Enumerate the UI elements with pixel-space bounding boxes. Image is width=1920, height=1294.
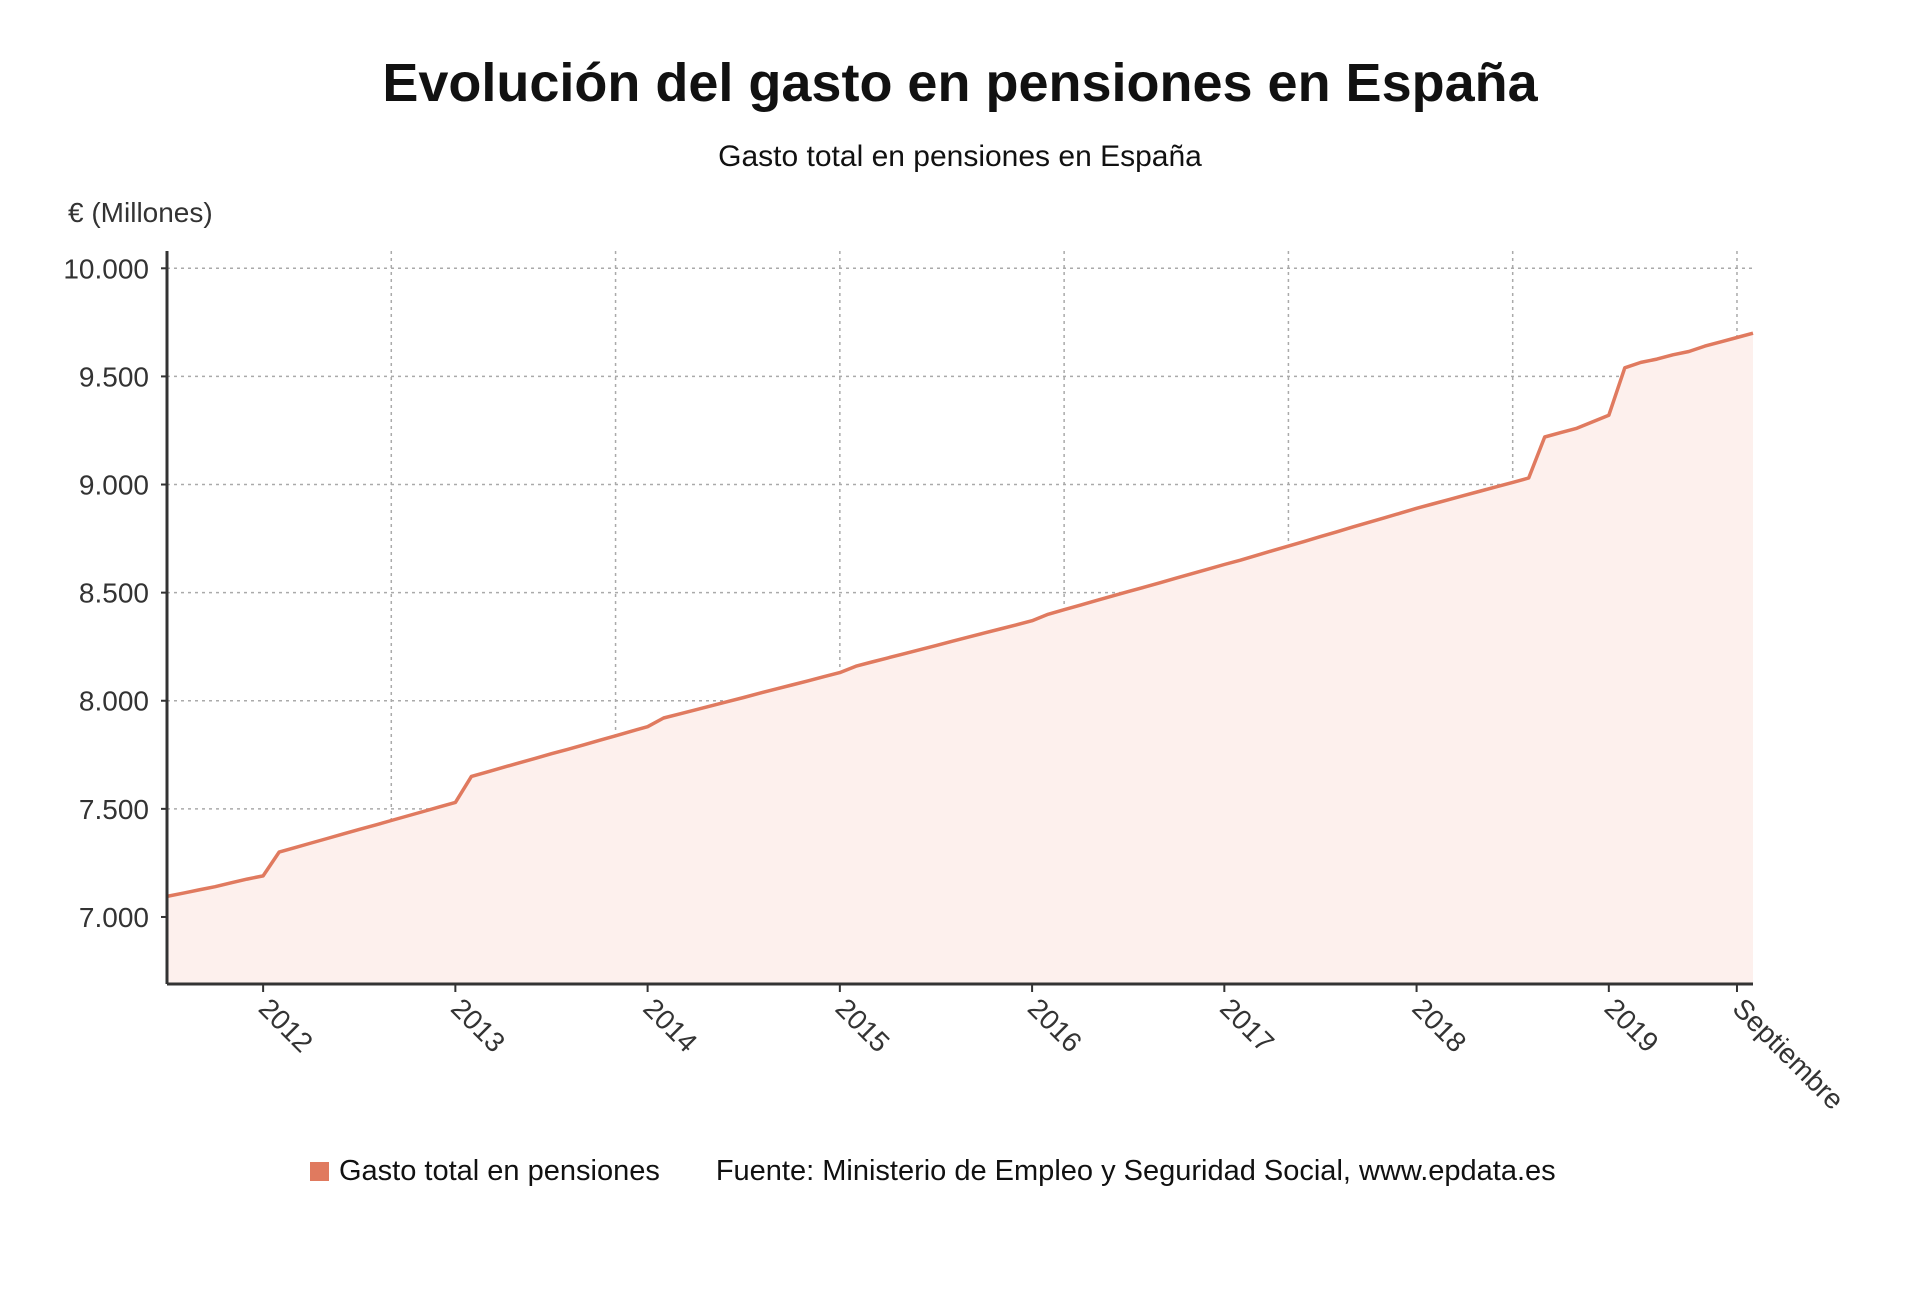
x-tick-label: 2014	[637, 992, 703, 1058]
y-tick-label: 7.500	[79, 794, 149, 825]
legend-swatch	[310, 1162, 329, 1181]
series-area	[167, 333, 1753, 984]
legend-label: Gasto total en pensiones	[339, 1155, 660, 1187]
series-line	[166, 331, 1754, 899]
x-tick-label: 2019	[1599, 992, 1665, 1058]
x-tick-label: 2013	[445, 992, 511, 1058]
x-tick-label: 2015	[830, 992, 896, 1058]
x-tick-label: 2012	[253, 992, 319, 1058]
x-tick-label: 2018	[1406, 992, 1472, 1058]
source-note: Fuente: Ministerio de Empleo y Seguridad…	[715, 1155, 1556, 1187]
y-axis-label: € (Millones)	[68, 197, 213, 228]
x-tick-label: 2016	[1022, 992, 1088, 1058]
x-tick-label: 2017	[1214, 992, 1280, 1058]
chart-title: Evolución del gasto en pensiones en Espa…	[382, 53, 1538, 113]
legend: Gasto total en pensiones Fuente: Ministe…	[310, 1155, 1556, 1188]
y-tick-label: 9.000	[79, 470, 149, 501]
y-tick-label: 10.000	[63, 253, 149, 284]
y-tick-label: 9.500	[79, 361, 149, 392]
y-tick-label: 8.500	[79, 578, 149, 609]
x-tick-label: Septiembre	[1727, 992, 1850, 1115]
chart-subtitle: Gasto total en pensiones en España	[718, 140, 1202, 173]
y-tick-label: 7.000	[79, 902, 149, 933]
y-tick-label: 8.000	[79, 686, 149, 717]
